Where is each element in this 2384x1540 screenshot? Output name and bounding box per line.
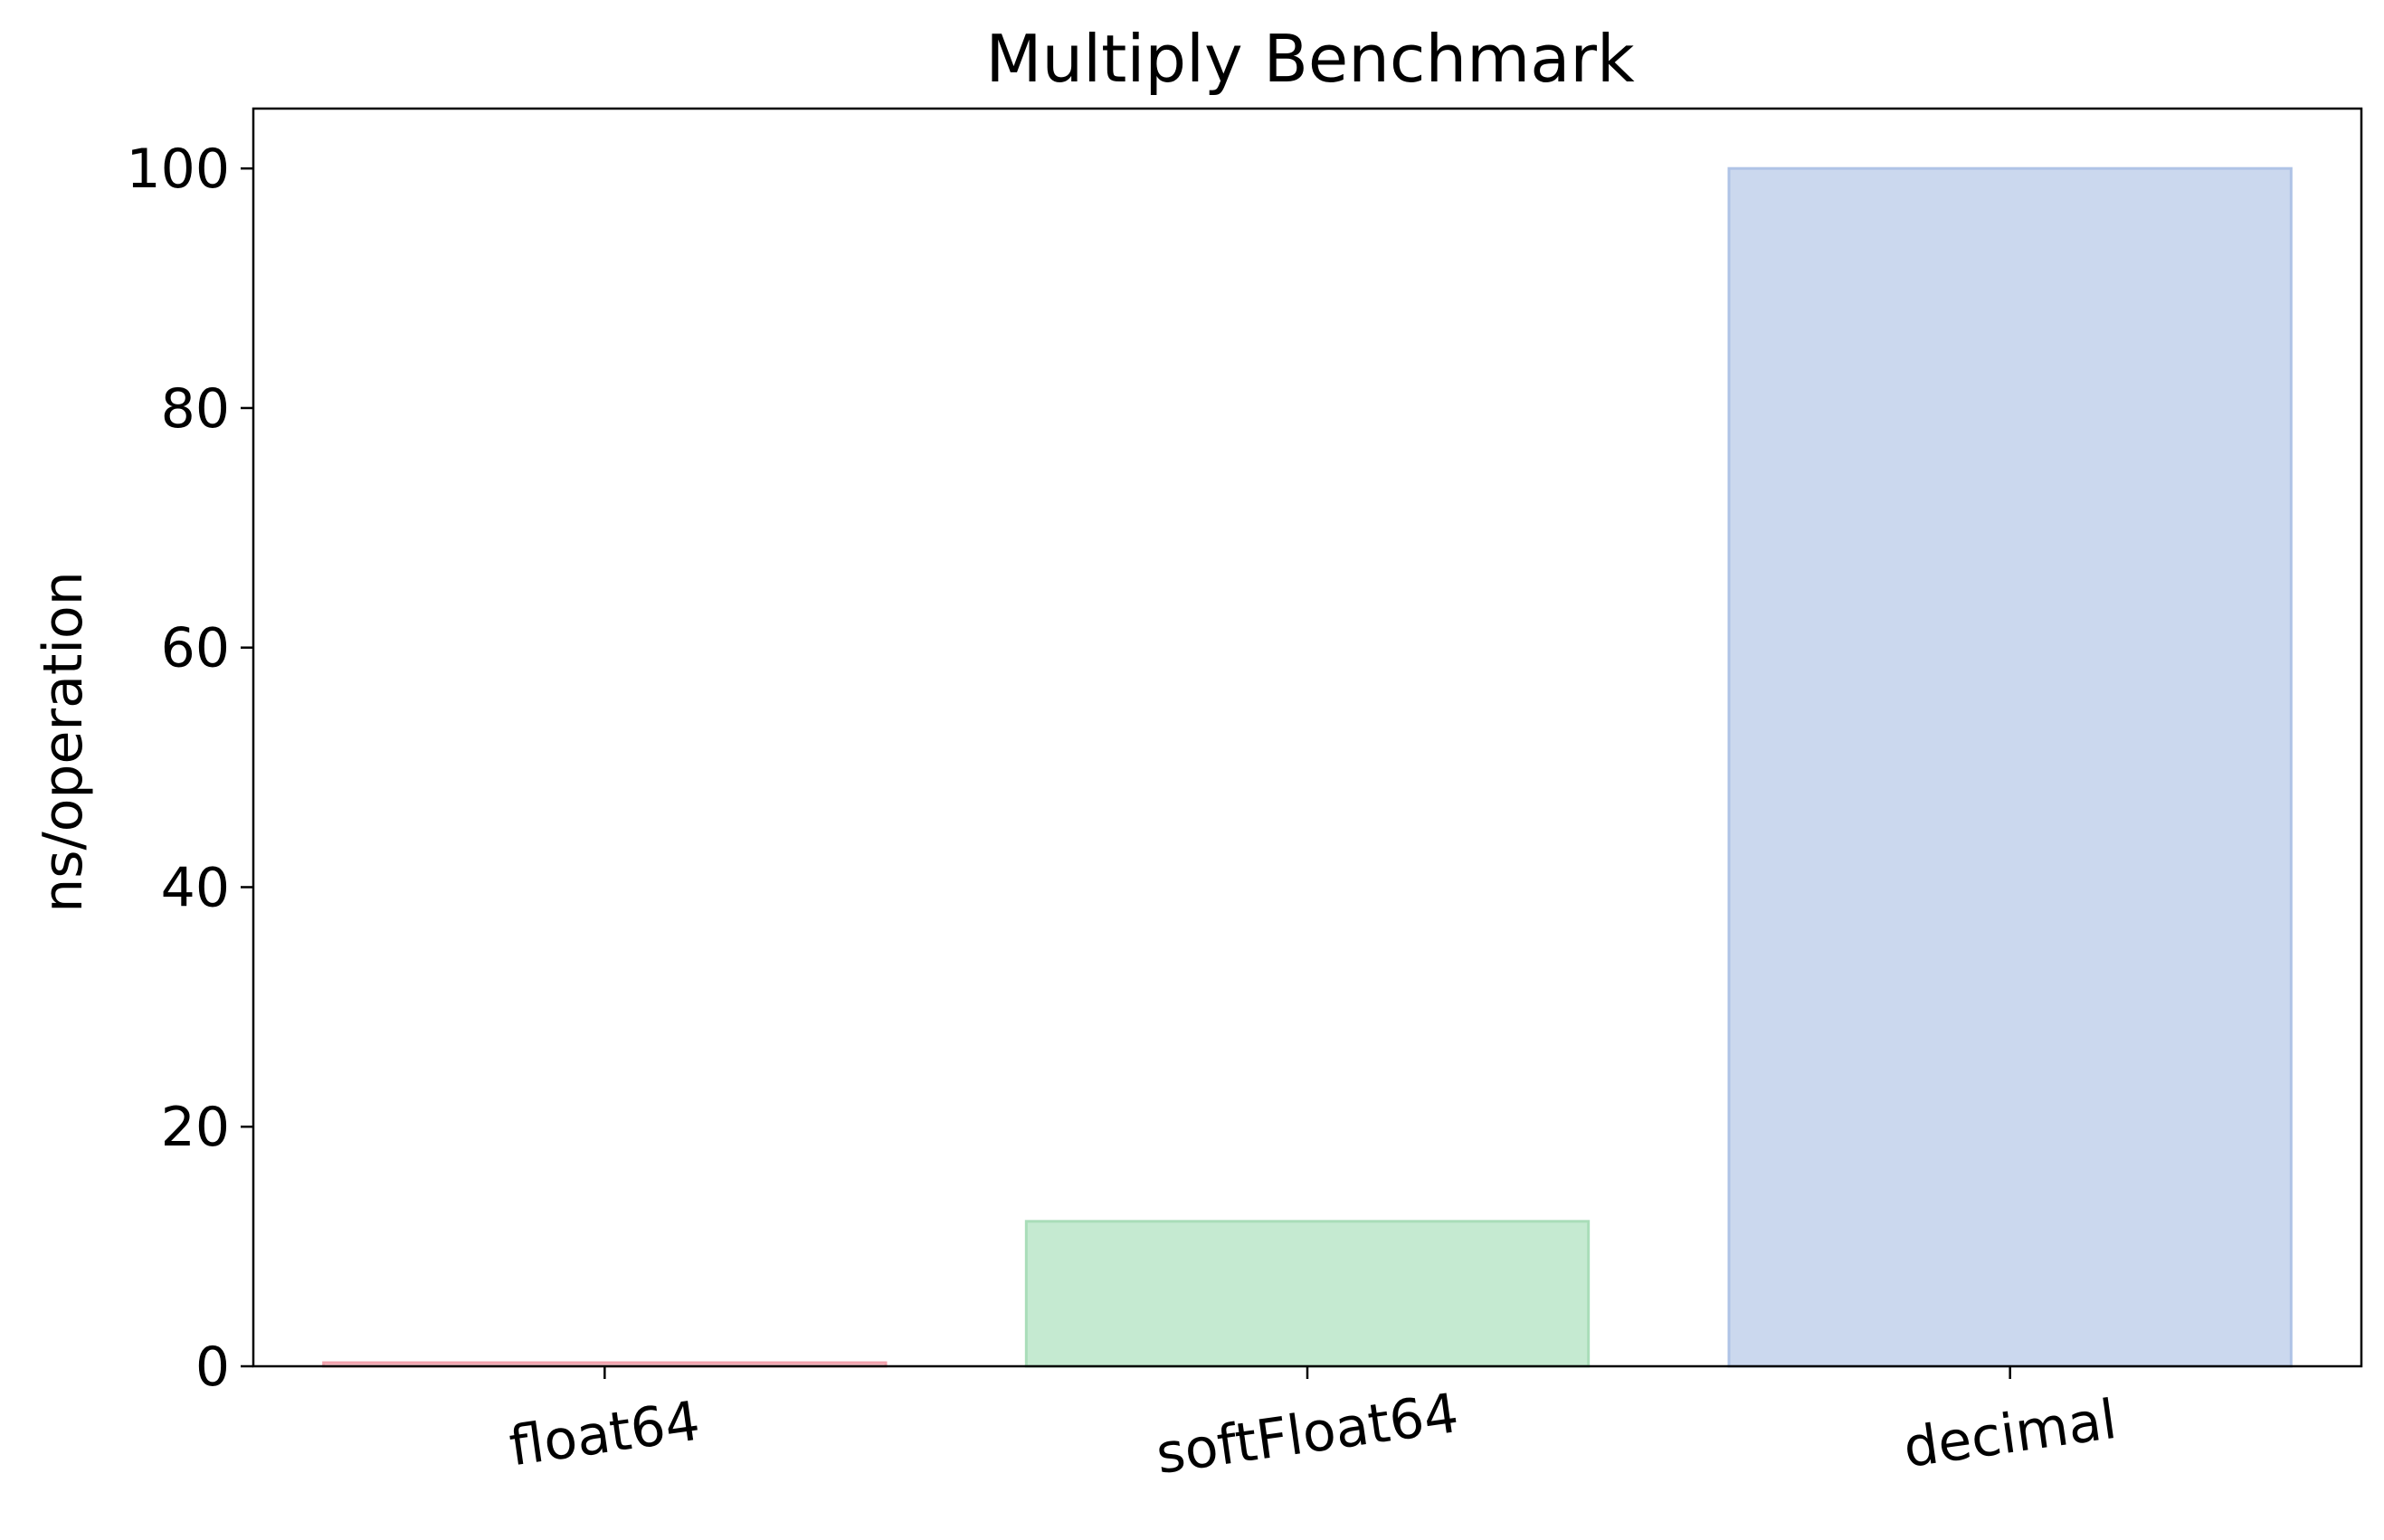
y-axis-label: ns/operation [32, 571, 95, 913]
x-tick-label-float64: float64 [506, 1390, 704, 1479]
y-tick-label-100: 100 [126, 138, 230, 201]
y-tick-label-80: 80 [161, 377, 230, 441]
bar-softFloat64 [1024, 1220, 1591, 1368]
y-tick-label-40: 40 [161, 856, 230, 919]
y-tick-label-20: 20 [161, 1096, 230, 1159]
bar-decimal [1727, 166, 2293, 1368]
chart-title: Multiply Benchmark [985, 21, 1635, 97]
y-tick-label-60: 60 [161, 617, 230, 680]
y-tick-label-0: 0 [195, 1336, 230, 1399]
x-tick-label-softFloat64: softFloat64 [1153, 1382, 1463, 1487]
x-tick-label-decimal: decimal [1900, 1388, 2121, 1480]
plot-area: 0 20 40 60 80 100 float64 softFloat64 decimal [126, 107, 2363, 1487]
